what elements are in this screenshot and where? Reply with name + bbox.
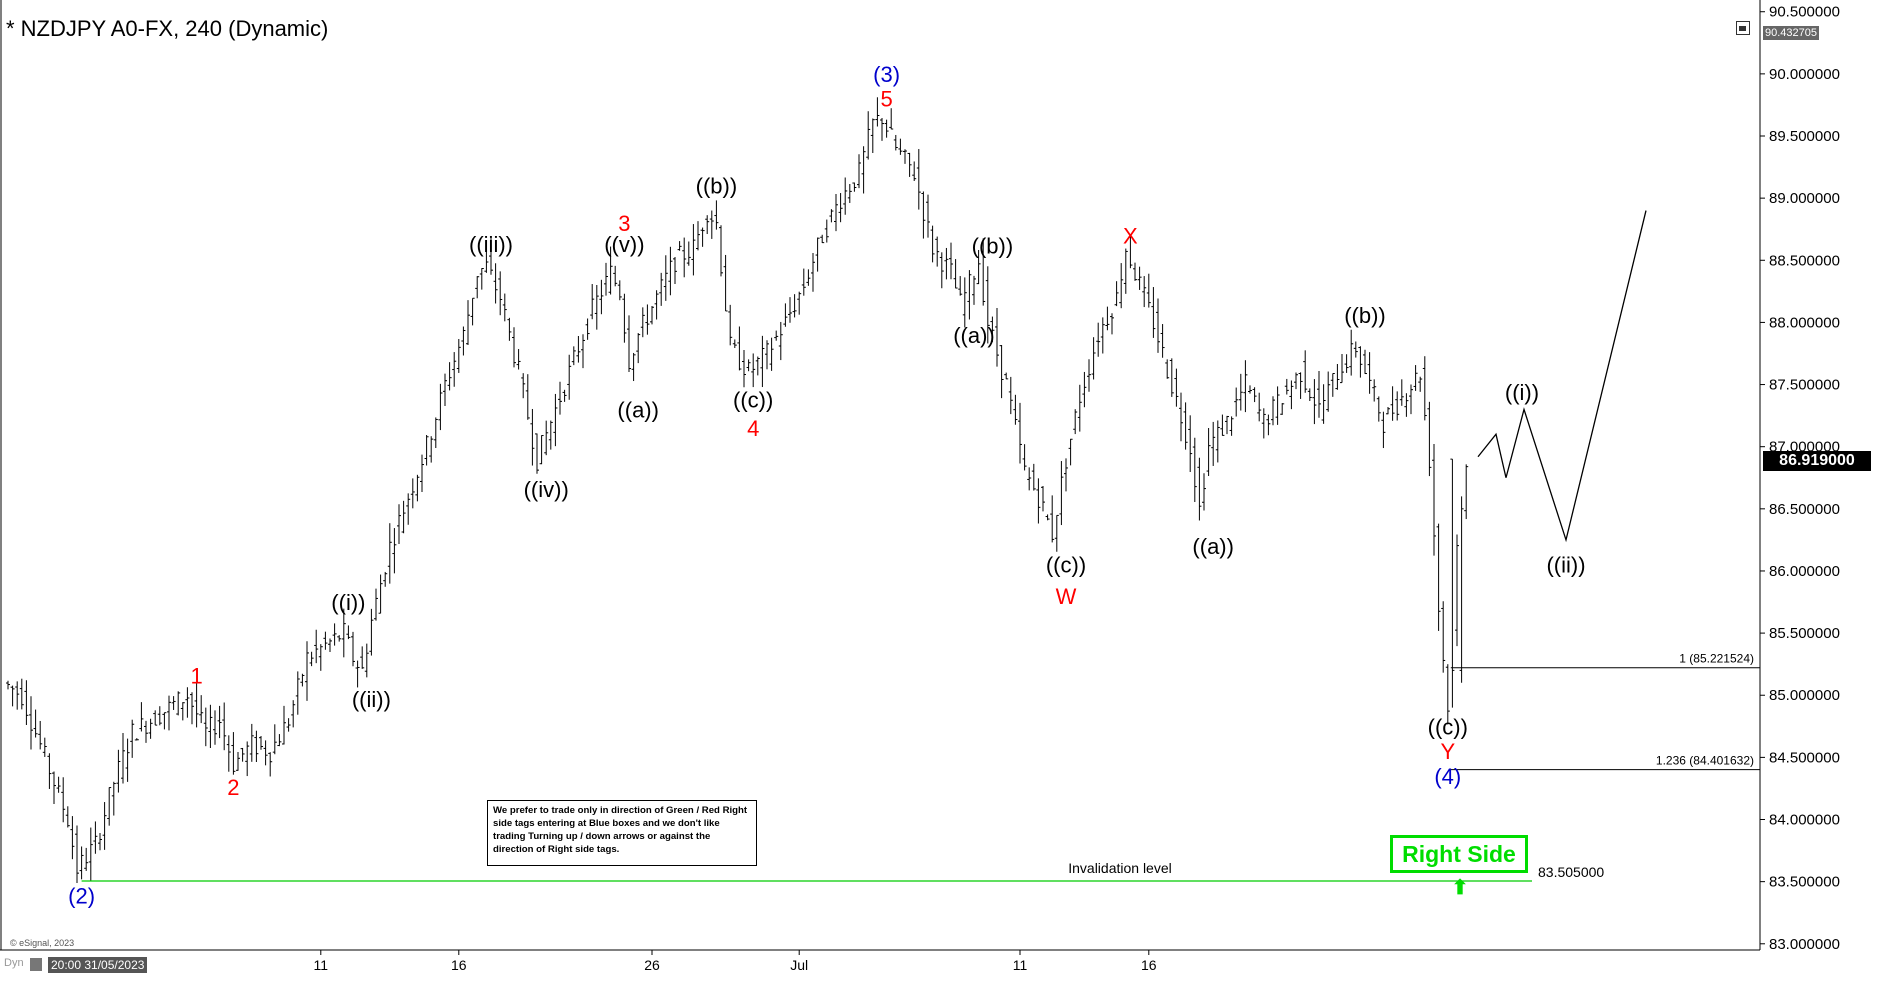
price-axis: 90.500000 90.000000 89.500000 89.000000 88.5… [0,0,1840,953]
price-tick-label: 86.000000 [1769,563,1840,580]
wave-label: ((a)) [617,397,659,422]
price-tick-label: 89.500000 [1769,128,1840,145]
wave-label: X [1123,223,1138,248]
price-tick-label: 85.000000 [1769,687,1840,704]
wave-labels: (2) 1 2 ((i)) ((ii)) ((iii)) ((iv)) 3((v)) ((a))… [68,62,1585,908]
price-tick-label: 85.500000 [1769,625,1840,642]
wave-label: ((c)) [733,387,773,412]
fib-levels: 1 (85.221524) 1.236 (84.401632) Invalidati… [81,652,1760,882]
time-tick-label: 26 [644,957,660,973]
wave-label: ((i)) [331,590,365,615]
price-tick-label: 89.000000 [1769,190,1840,207]
price-tick-label: 83.500000 [1769,874,1840,891]
price-tick-label: 84.000000 [1769,812,1840,829]
projection-path [1477,210,1647,543]
wave-label: ((v)) [604,232,644,257]
wave-label: ((ii)) [352,687,391,712]
wave-label: 1 [190,663,202,688]
dyn-label: Dyn [4,957,24,969]
wave-label: (4) [1434,764,1461,789]
wave-label: ((b)) [696,174,738,199]
time-tick-label: 16 [1141,957,1157,973]
price-tick-label: 83.000000 [1769,936,1840,953]
wave-label: Y [1440,739,1455,764]
wave-label: ((iv)) [524,477,569,502]
wave-label: W [1056,584,1077,609]
bottom-timestamp: 20:00 31/05/2023 [48,957,148,973]
invalidation-label: Invalidation level [1068,860,1172,876]
projected-wave-path [1477,210,1647,543]
wave-label: ((i)) [1505,380,1539,405]
ohlc-bars [6,97,1469,883]
wave-label: (3) [873,62,900,87]
wave-label: ((b)) [972,233,1014,258]
right-side-label: Right Side [1402,841,1516,867]
current-price-label: 86.919000 [1763,451,1871,471]
window-icon[interactable] [1736,21,1750,35]
right-side-tag: Right Side ⬆ [1390,835,1528,899]
price-tick-label: 88.500000 [1769,252,1840,269]
chart-title: * NZDJPY A0-FX, 240 (Dynamic) [6,16,329,41]
time-tick-label: 11 [314,957,329,973]
wave-label: ((ii)) [1546,553,1585,578]
price-tick-label: 90.500000 [1769,4,1840,21]
wave-label: ((iii)) [469,232,513,257]
time-tick-label: 11 [1013,957,1028,973]
up-arrow-icon: ⬆ [1451,877,1469,899]
wave-label: (2) [68,883,95,908]
wave-label: 4 [747,416,759,441]
wave-label: 5 [880,87,892,112]
invalidation-value: 83.505000 [1538,864,1604,880]
wave-label: 2 [227,775,239,800]
trading-note: We prefer to trade only in direction of … [487,800,757,866]
time-axis: 11 16 26 Jul 11 16 [314,950,1157,973]
wave-label: 3 [618,211,630,236]
fib-level-label: 1 (85.221524) [1679,652,1754,666]
copyright-text: © eSignal, 2023 [10,938,75,948]
time-tick-label: Jul [790,957,808,973]
price-tick-label: 88.000000 [1769,314,1840,331]
time-tick-label: 16 [451,957,467,973]
fib-level-label: 1.236 (84.401632) [1656,754,1754,768]
wave-label: ((c)) [1046,553,1086,578]
price-tick-label: 90.000000 [1769,66,1840,83]
price-tick-label: 86.500000 [1769,501,1840,518]
price-tick-label: 87.500000 [1769,377,1840,394]
wave-label: ((a)) [1192,534,1234,559]
wave-label: ((b)) [1344,303,1386,328]
dyn-swatch [30,958,42,971]
top-price-label: 90.432705 [1763,26,1819,40]
price-tick-label: 84.500000 [1769,749,1840,766]
wave-label: ((c)) [1428,714,1468,739]
wave-label: ((a)) [953,323,995,348]
